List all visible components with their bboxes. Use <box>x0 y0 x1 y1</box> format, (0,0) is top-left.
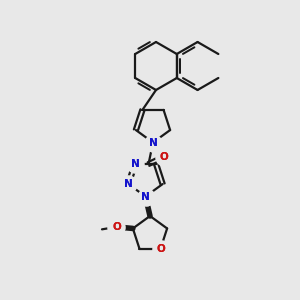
Text: N: N <box>130 159 139 169</box>
Text: O: O <box>160 152 169 162</box>
Text: N: N <box>130 159 139 169</box>
Text: N: N <box>124 179 133 189</box>
Text: O: O <box>156 244 165 254</box>
Text: O: O <box>112 222 121 232</box>
Text: O: O <box>156 244 165 254</box>
Text: O: O <box>160 152 169 162</box>
Text: N: N <box>148 137 158 148</box>
Text: N: N <box>141 191 150 202</box>
Text: O: O <box>112 222 121 232</box>
Text: N: N <box>141 191 150 202</box>
Text: N: N <box>148 137 158 148</box>
Text: N: N <box>124 179 133 189</box>
